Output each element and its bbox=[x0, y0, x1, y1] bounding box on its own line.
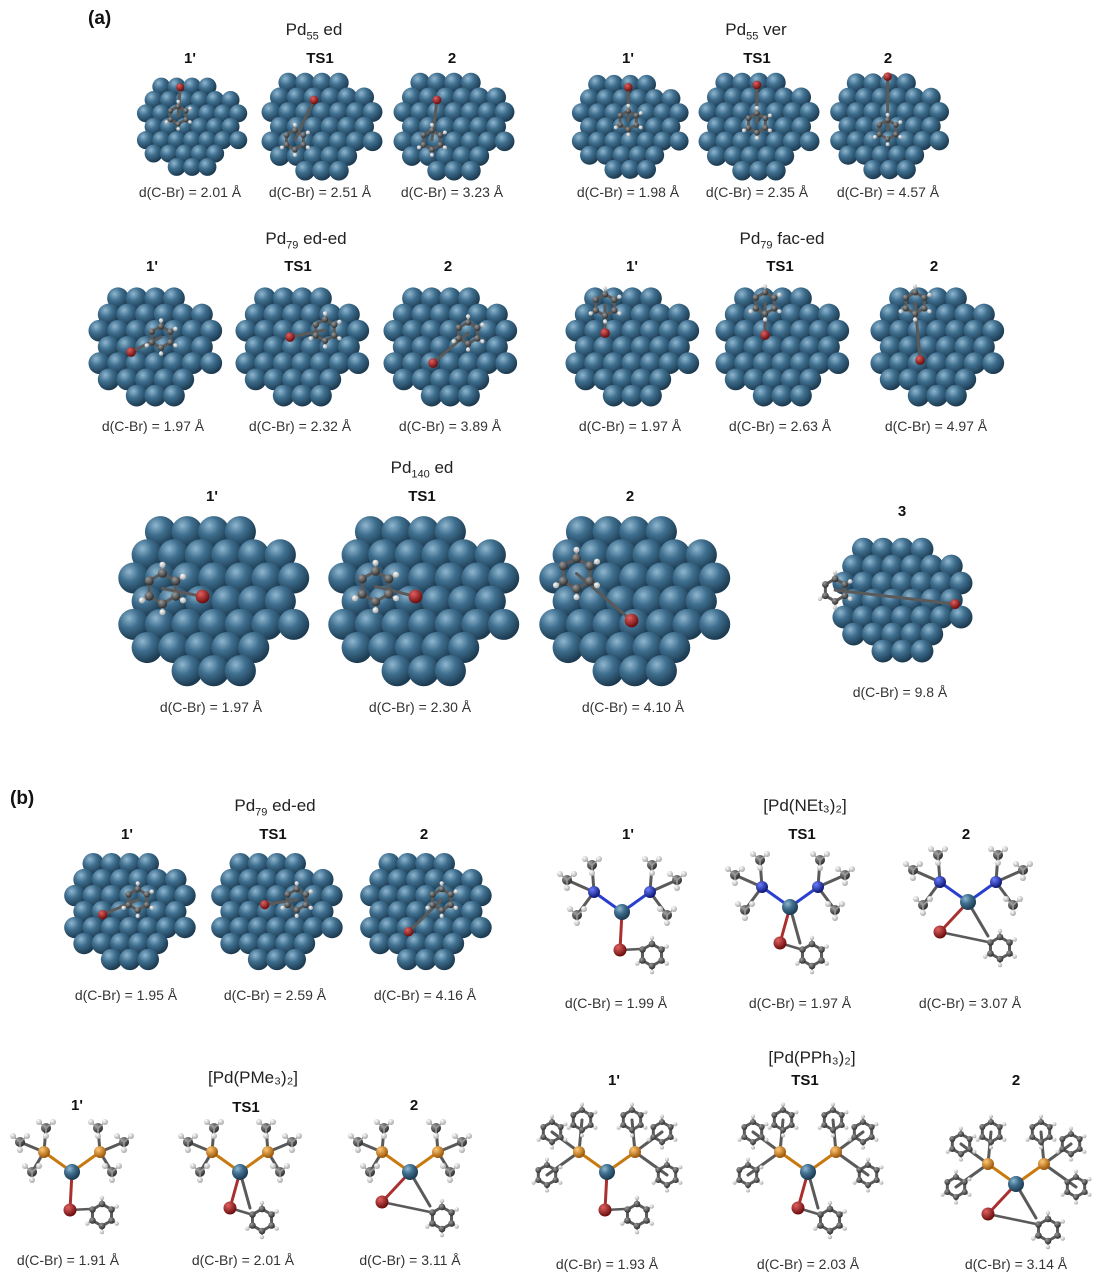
cluster-a-g2-2 bbox=[698, 72, 820, 181]
a-g3-dist-2: d(C-Br) = 2.32 Å bbox=[248, 418, 352, 434]
a-g5-label-4: 3 bbox=[897, 503, 907, 520]
a-g2-dist-1: d(C-Br) = 1.98 Å bbox=[576, 184, 680, 200]
b-g1-dist-3: d(C-Br) = 4.16 Å bbox=[373, 987, 477, 1003]
a-g4-title: Pd79 fac-ed bbox=[739, 229, 825, 252]
molecule-b-g2-3 bbox=[903, 846, 1033, 968]
molecule-b-g3-3 bbox=[348, 1119, 472, 1238]
cluster-a-g4-1 bbox=[565, 286, 700, 407]
cluster-a-g5-2 bbox=[327, 515, 519, 686]
b-g4-dist-1: d(C-Br) = 1.93 Å bbox=[555, 1256, 659, 1272]
a-g5-title: Pd140 ed bbox=[390, 458, 454, 481]
a-g2-title: Pd55 ver bbox=[725, 20, 787, 43]
a-g1-label-3: 2 bbox=[447, 50, 457, 67]
b-g4-title: [Pd(PPh₃)₂] bbox=[768, 1048, 856, 1067]
b-g2-label-2: TS1 bbox=[788, 826, 816, 843]
b-g3-dist-2: d(C-Br) = 2.01 Å bbox=[191, 1252, 295, 1268]
molecule-b-g4-1 bbox=[531, 1102, 683, 1235]
a-g1-title: Pd55 ed bbox=[285, 20, 343, 43]
cluster-a-g3-1 bbox=[88, 287, 223, 407]
b-g2-label-3: 2 bbox=[961, 826, 971, 843]
molecule-b-g2-1 bbox=[557, 856, 687, 975]
a-g2-label-3: 2 bbox=[883, 50, 893, 67]
b-g4-dist-3: d(C-Br) = 3.14 Å bbox=[964, 1256, 1068, 1272]
a-g4-label-2: TS1 bbox=[766, 258, 794, 275]
a-g3-label-2: TS1 bbox=[284, 258, 312, 275]
cluster-a-g1-2 bbox=[261, 72, 383, 181]
cluster-a-g1-1 bbox=[136, 77, 248, 176]
b-g3-label-1: 1' bbox=[71, 1097, 83, 1114]
b-g1-dist-1: d(C-Br) = 1.95 Å bbox=[74, 987, 178, 1003]
cluster-a-g3-3 bbox=[383, 287, 518, 407]
a-g5-label-1: 1' bbox=[206, 488, 218, 505]
b-g4-label-2: TS1 bbox=[791, 1072, 819, 1089]
b-g1-label-2: TS1 bbox=[259, 826, 287, 843]
b-g3-title: [Pd(PMe₃)₂] bbox=[207, 1068, 299, 1087]
a-g4-label-1: 1' bbox=[626, 258, 638, 275]
cluster-b-g1-2 bbox=[211, 853, 344, 971]
a-g5-dist-2: d(C-Br) = 2.30 Å bbox=[368, 699, 472, 715]
molecule-b-g3-1 bbox=[10, 1119, 134, 1235]
cluster-a-g5-3 bbox=[538, 515, 730, 686]
b-g1-label-1: 1' bbox=[121, 826, 133, 843]
a-g5-label-3: 2 bbox=[625, 488, 635, 505]
cluster-a-g4-2 bbox=[715, 284, 850, 407]
a-g1-label-2: TS1 bbox=[306, 50, 334, 67]
b-g2-dist-3: d(C-Br) = 3.07 Å bbox=[918, 995, 1022, 1011]
a-g4-dist-1: d(C-Br) = 1.97 Å bbox=[578, 418, 682, 434]
a-g3-dist-1: d(C-Br) = 1.97 Å bbox=[101, 418, 205, 434]
a-g4-label-3: 2 bbox=[929, 258, 939, 275]
panel-a-label: (a) bbox=[88, 8, 112, 29]
cluster-a-g4-3 bbox=[870, 284, 1005, 407]
molecule-b-g2-2 bbox=[725, 851, 855, 975]
b-g4-label-1: 1' bbox=[608, 1072, 620, 1089]
a-g2-label-2: TS1 bbox=[743, 50, 771, 67]
a-g5-dist-4: d(C-Br) = 9.8 Å bbox=[852, 684, 948, 700]
a-g3-label-3: 2 bbox=[443, 258, 453, 275]
b-g3-dist-1: d(C-Br) = 1.91 Å bbox=[16, 1252, 120, 1268]
b-g3-label-3: 2 bbox=[409, 1097, 419, 1114]
a-g4-dist-3: d(C-Br) = 4.97 Å bbox=[884, 418, 988, 434]
a-g3-label-1: 1' bbox=[146, 258, 158, 275]
molecule-b-g3-2 bbox=[178, 1119, 302, 1240]
b-g2-dist-1: d(C-Br) = 1.99 Å bbox=[564, 995, 668, 1011]
b-g2-title: [Pd(NEt₃)₂] bbox=[763, 796, 847, 815]
cluster-a-g3-2 bbox=[235, 287, 370, 407]
cluster-a-g5-1 bbox=[117, 515, 309, 686]
molecule-b-g4-2 bbox=[732, 1102, 884, 1240]
cluster-b-g1-3 bbox=[360, 853, 493, 971]
cluster-b-g1-1 bbox=[64, 853, 197, 971]
b-g4-dist-2: d(C-Br) = 2.03 Å bbox=[756, 1256, 860, 1272]
a-g1-dist-3: d(C-Br) = 3.23 Å bbox=[400, 184, 504, 200]
a-g1-label-1: 1' bbox=[184, 50, 196, 67]
a-g1-dist-2: d(C-Br) = 2.51 Å bbox=[268, 184, 372, 200]
cluster-a-g2-3 bbox=[830, 72, 950, 180]
a-g4-dist-2: d(C-Br) = 2.63 Å bbox=[728, 418, 832, 434]
a-g3-dist-3: d(C-Br) = 3.89 Å bbox=[398, 418, 502, 434]
cluster-a-g5-4 bbox=[817, 537, 973, 663]
cluster-a-g2-1 bbox=[571, 74, 689, 179]
a-g2-label-1: 1' bbox=[622, 50, 634, 67]
a-g3-title: Pd79 ed-ed bbox=[265, 229, 347, 252]
a-g5-label-2: TS1 bbox=[408, 488, 436, 505]
b-g2-dist-2: d(C-Br) = 1.97 Å bbox=[748, 995, 852, 1011]
b-g2-label-1: 1' bbox=[622, 826, 634, 843]
a-g5-dist-3: d(C-Br) = 4.10 Å bbox=[581, 699, 685, 715]
b-g1-title: Pd79 ed-ed bbox=[234, 796, 316, 819]
a-g2-dist-3: d(C-Br) = 4.57 Å bbox=[836, 184, 940, 200]
molecule-b-g4-3 bbox=[940, 1114, 1092, 1250]
a-g1-dist-1: d(C-Br) = 2.01 Å bbox=[138, 184, 242, 200]
b-g4-label-3: 2 bbox=[1011, 1072, 1021, 1089]
b-g1-dist-2: d(C-Br) = 2.59 Å bbox=[223, 987, 327, 1003]
b-g3-dist-3: d(C-Br) = 3.11 Å bbox=[359, 1252, 461, 1268]
b-g3-label-2: TS1 bbox=[232, 1099, 260, 1116]
panel-b-label: (b) bbox=[10, 788, 35, 809]
cluster-a-g1-3 bbox=[393, 72, 515, 181]
a-g2-dist-2: d(C-Br) = 2.35 Å bbox=[705, 184, 809, 200]
a-g5-dist-1: d(C-Br) = 1.97 Å bbox=[159, 699, 263, 715]
b-g1-label-3: 2 bbox=[419, 826, 429, 843]
